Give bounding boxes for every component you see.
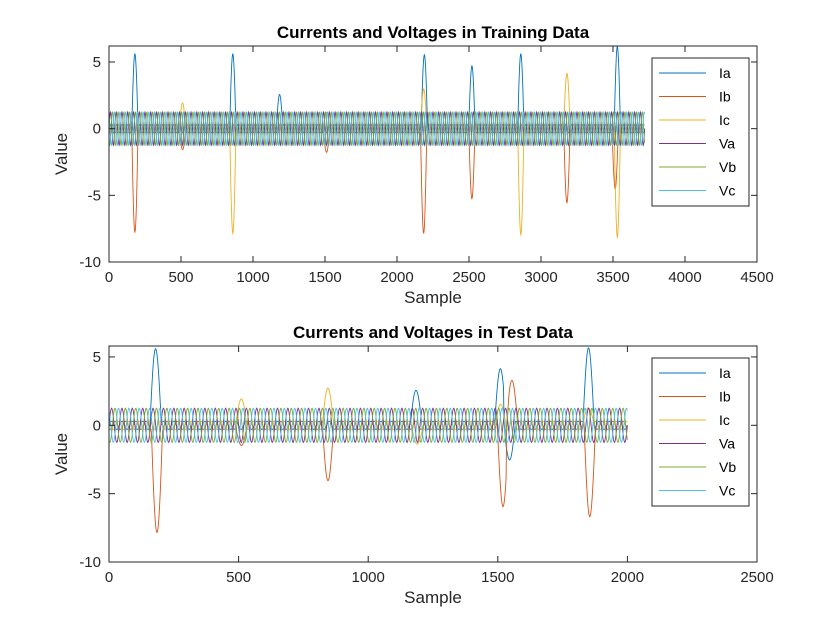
series-line-vb [109,407,628,443]
x-tick-label: 2000 [611,569,644,586]
y-tick-label: 5 [93,54,101,71]
y-axis-label: Value [52,433,71,475]
series-line-vc [109,407,628,443]
x-tick-label: 2000 [380,269,413,286]
axes-frame [108,45,758,263]
series-line-vb [109,111,646,147]
legend-label-ia: Ia [719,365,731,381]
training-data-panel: 0 500 1000 1500 2000 2500 3000 3500 4000 4500 -10 -… [52,23,774,307]
legend-label-ib: Ib [719,89,731,105]
y-tick-label: -10 [79,254,101,271]
axes-frame [108,345,758,563]
plot-area [108,45,758,263]
y-axis-label: Value [52,133,71,175]
x-tick-label: 1500 [481,569,514,586]
x-tick-label: 2500 [452,269,485,286]
legend-label-vc: Vc [719,183,735,199]
y-tick-label: -10 [79,554,101,571]
legend-box [651,357,750,507]
x-tick-label: 0 [105,269,113,286]
series-line-va [109,407,628,444]
series-lines [109,347,628,533]
x-tick-label: 3500 [596,269,629,286]
legend-label-va: Va [719,136,735,152]
legend[interactable]: Ia Ib Ic Va Vb Vc [651,357,750,507]
y-tick-label: 0 [93,417,101,434]
x-tick-label: 1500 [308,269,341,286]
legend-label-vb: Vb [719,459,736,475]
series-lines [109,46,646,239]
legend[interactable]: Ia Ib Ic Va Vb Vc [651,57,750,207]
chart-title: Currents and Voltages in Training Data [277,23,590,42]
y-tick-label: 0 [93,121,101,138]
x-tick-label: 4000 [668,269,701,286]
y-tick-label: -5 [88,486,101,503]
legend-label-ia: Ia [719,65,731,81]
legend-box [651,57,750,207]
legend-label-vb: Vb [719,159,736,175]
x-axis-label: Sample [404,288,462,307]
x-tick-label: 4500 [740,269,773,286]
x-tick-label: 1000 [236,269,269,286]
y-tick-label: -5 [88,187,101,204]
legend-label-va: Va [719,436,735,452]
legend-label-vc: Vc [719,483,735,499]
plot-area [108,345,758,563]
series-line-va [109,110,646,147]
y-tick-label: 5 [93,349,101,366]
chart-title: Currents and Voltages in Test Data [293,323,573,342]
x-tick-label: 0 [105,569,113,586]
legend-label-ib: Ib [719,389,731,405]
x-tick-label: 2500 [740,569,773,586]
series-line-vc [109,111,646,147]
x-axis-label: Sample [404,588,462,607]
legend-label-ic: Ic [719,112,730,128]
x-tick-label: 1000 [352,569,385,586]
x-tick-label: 500 [168,269,193,286]
test-data-panel: 0 500 1000 1500 2000 2500 -10 -5 0 5 Currents and … [52,323,774,607]
x-tick-label: 3000 [524,269,557,286]
x-tick-label: 500 [226,569,251,586]
legend-label-ic: Ic [719,412,730,428]
